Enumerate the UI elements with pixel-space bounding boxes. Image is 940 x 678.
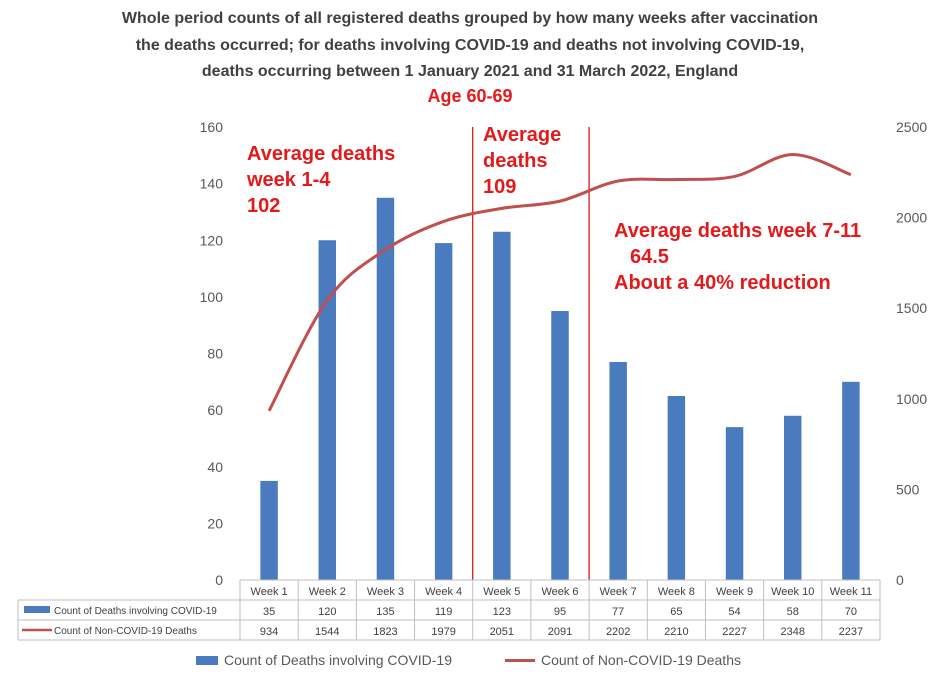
bar-covid-deaths [667,395,686,580]
x-tick-label: Week 10 [771,586,814,598]
y-left-tick-label: 100 [200,289,224,305]
y-left-tick-label: 160 [200,119,224,135]
x-tick-label: Week 9 [716,586,753,598]
annotation-average-week-7-11: Average deaths week 7-11 64.5 About a 40… [614,218,861,296]
table-value-covid: 120 [318,606,336,618]
x-tick-label: Week 7 [600,586,637,598]
annotation-line: About a 40% reduction [614,272,831,294]
x-tick-label: Week 2 [309,586,346,598]
y-left-tick-label: 40 [207,459,223,475]
y-right-tick-label: 1000 [896,391,927,407]
y-right-tick-label: 2500 [896,119,927,135]
table-value-covid: 65 [670,606,682,618]
annotation-average-week-5-6: Average deaths 109 [483,122,561,200]
table-value-covid: 35 [263,606,275,618]
table-value-covid: 77 [612,606,624,618]
y-left-tick-label: 140 [200,176,224,192]
legend-item-non-covid: Count of Non-COVID-19 Deaths [505,652,741,668]
bar-covid-deaths [609,361,627,580]
chart-title-line-3: deaths occurring between 1 January 2021 … [201,63,739,80]
table-value-non-covid: 2227 [722,626,746,638]
table-value-covid: 70 [845,606,857,618]
legend-item-covid: Count of Deaths involving COVID-19 [196,652,452,668]
table-value-non-covid: 2202 [606,626,630,638]
annotation-line: deaths [483,150,548,172]
table-value-non-covid: 1823 [373,626,397,638]
bar-covid-deaths [318,240,336,580]
table-value-non-covid: 2210 [664,626,688,638]
bar-covid-deaths [493,231,511,580]
bar-covid-deaths [784,415,802,580]
annotation-average-week-1-4: Average deaths week 1-4 102 [247,141,395,219]
table-row-header-non-covid: Count of Non-COVID-19 Deaths [54,626,197,637]
table-value-covid: 95 [554,606,566,618]
legend-swatch-bar [196,655,218,665]
table-value-covid: 58 [787,606,799,618]
annotation-line: 64.5 [630,246,669,268]
table-value-non-covid: 1979 [431,626,455,638]
x-tick-label: Week 6 [541,586,578,598]
table-value-non-covid: 2348 [780,626,804,638]
legend-label-non-covid: Count of Non-COVID-19 Deaths [541,652,741,668]
table-value-covid: 54 [728,606,740,618]
legend-swatch-line [505,658,535,662]
y-left-tick-label: 20 [207,515,223,531]
annotation-line: Average deaths [247,143,396,165]
y-right-tick-label: 1500 [896,300,927,316]
x-tick-label: Week 3 [367,586,404,598]
x-tick-label: Week 4 [425,586,462,598]
y-left-tick-label: 60 [207,402,223,418]
table-value-non-covid: 2237 [839,626,863,638]
table-key-bar [24,606,50,613]
x-tick-label: Week 11 [830,586,872,598]
bar-covid-deaths [725,427,744,580]
bar-covid-deaths [434,243,453,581]
table-row-header-covid: Count of Deaths involving COVID-19 [54,606,217,617]
annotation-line: week 1-4 [247,169,331,191]
chart-title-line-2: the deaths occurred; for deaths involvin… [135,37,805,54]
y-left-tick-label: 120 [200,232,224,248]
table-value-non-covid: 934 [260,626,278,638]
bar-covid-deaths [260,480,278,580]
annotation-line: Average deaths week 7-11 [614,220,862,242]
table-value-non-covid: 2051 [490,626,514,638]
table-value-non-covid: 1544 [315,626,339,638]
y-left-tick-label: 80 [207,346,223,362]
chart-subtitle: Age 60-69 [427,86,513,106]
bar-covid-deaths [376,197,395,580]
x-tick-label: Week 1 [251,586,288,598]
table-value-covid: 119 [435,606,453,618]
y-left-tick-label: 0 [215,572,223,588]
chart-title-line-1: Whole period counts of all registered de… [121,10,819,27]
y-right-tick-label: 2000 [896,210,927,226]
x-tick-label: Week 8 [658,586,695,598]
table-value-covid: 135 [376,606,394,618]
bar-covid-deaths [842,381,860,580]
legend-label-covid: Count of Deaths involving COVID-19 [224,652,452,668]
annotation-line: 102 [247,195,281,217]
annotation-line: 109 [483,176,517,198]
bar-covid-deaths [551,311,569,580]
x-tick-label: Week 5 [483,586,520,598]
y-right-tick-label: 500 [896,481,920,497]
table-value-covid: 123 [493,606,511,618]
table-value-non-covid: 2091 [548,626,572,638]
annotation-line: Average [483,124,562,146]
line-non-covid-deaths [267,153,852,412]
y-right-tick-label: 0 [896,572,904,588]
